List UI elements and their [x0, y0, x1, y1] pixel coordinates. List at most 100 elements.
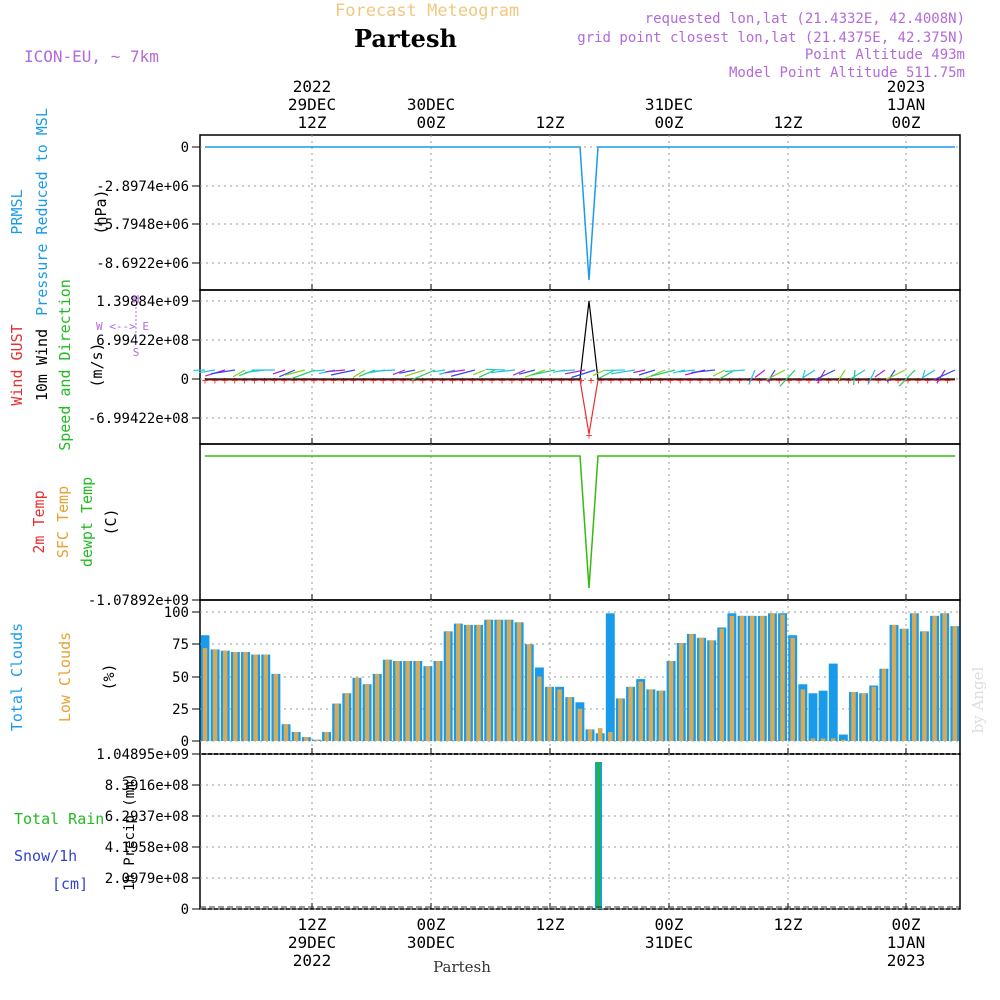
top-time-label: 00Z — [892, 113, 921, 132]
gust-marker: + — [479, 374, 486, 387]
gust-marker: + — [509, 374, 516, 387]
gust-marker: + — [459, 374, 466, 387]
gust-marker: + — [449, 374, 456, 387]
cloud-low-bar — [364, 684, 370, 741]
gust-marker: + — [251, 374, 258, 387]
top-time-label: 12Z — [774, 113, 803, 132]
cloud-low-bar — [405, 661, 410, 741]
wind-arrow — [404, 369, 426, 377]
cloud-low-bar — [293, 731, 299, 741]
y-tick-label-wind: 1.39884e+09 — [96, 294, 189, 310]
gust-marker: + — [320, 374, 327, 387]
footer-location: Partesh — [433, 958, 491, 976]
precip-axis-label: 1h Precip (mm) — [122, 773, 138, 891]
wind-arrow — [371, 369, 396, 372]
top-time-label: 1JAN — [887, 95, 926, 114]
top-time-label: 00Z — [417, 113, 446, 132]
wind-arrow — [691, 369, 716, 374]
cloud-low-bar — [871, 686, 876, 741]
gust-marker: + — [934, 374, 941, 387]
compass-n: N — [133, 293, 140, 306]
cloud-low-bar — [739, 615, 745, 741]
gust-marker: + — [350, 374, 357, 387]
gust-marker: + — [697, 374, 704, 387]
cloud-total-bar — [808, 693, 818, 741]
panel-side-label: Low Clouds — [56, 632, 74, 722]
wind-arrow — [724, 369, 746, 373]
bottom-time-label: 30DEC — [407, 933, 455, 952]
y-tick-label-precip: 1.04895e+09 — [96, 747, 189, 763]
gust-marker: + — [756, 374, 763, 387]
gust-marker: + — [806, 374, 813, 387]
cloud-low-bar — [527, 644, 532, 741]
gust-marker: + — [766, 374, 773, 387]
cloud-low-bar — [445, 631, 451, 741]
bottom-time-label: 2023 — [887, 951, 926, 970]
gust-marker: + — [410, 374, 417, 387]
gust-marker: + — [687, 374, 694, 387]
wind-arrow — [478, 369, 496, 378]
gust-marker: + — [845, 374, 852, 387]
cloud-low-bar — [344, 693, 350, 741]
grid-coords: grid point closest lon,lat (21.4375E, 42… — [577, 30, 965, 46]
wind-arrow — [921, 369, 936, 379]
wind-arrow — [325, 369, 346, 373]
gust-marker: + — [400, 374, 407, 387]
cloud-low-bar — [942, 613, 947, 741]
cloud-low-bar — [435, 661, 441, 741]
gust-marker: + — [677, 374, 684, 387]
cloud-low-bar — [557, 689, 562, 741]
top-time-label: 12Z — [536, 113, 565, 132]
precip-label-rain: Total Rain — [14, 810, 104, 828]
y-tick-label-clouds: 100 — [164, 605, 189, 621]
wind-arrow — [352, 369, 366, 378]
wind-arrow — [679, 369, 696, 373]
temp-line — [205, 455, 955, 589]
wind-speed-line — [205, 300, 955, 380]
wind-arrow — [712, 369, 726, 377]
wind-arrow — [867, 369, 876, 385]
gust-marker: + — [895, 374, 902, 387]
panel-side-label: 10m Wind — [33, 329, 51, 401]
gust-marker: + — [360, 374, 367, 387]
cloud-low-bar — [334, 703, 339, 741]
cloud-total-bar — [818, 690, 828, 741]
top-time-label: 2022 — [293, 77, 332, 96]
cloud-low-bar — [638, 681, 643, 741]
top-time-label: 29DEC — [288, 95, 336, 114]
cloud-low-bar — [506, 619, 512, 741]
wind-arrow — [898, 369, 916, 387]
panel-side-label: Pressure Reduced to MSL — [33, 108, 51, 316]
location-title: Partesh — [354, 24, 457, 53]
cloud-low-bar — [233, 651, 238, 741]
cloud-low-bar — [800, 689, 806, 741]
gust-marker: + — [796, 374, 803, 387]
wind-arrow — [392, 369, 406, 376]
wind-arrow — [232, 369, 246, 378]
cloud-low-bar — [699, 637, 704, 741]
gust-marker: + — [716, 374, 723, 387]
wind-arrow — [284, 369, 306, 376]
panel-frame-pressure — [199, 134, 961, 291]
bottom-time-label: 29DEC — [288, 933, 336, 952]
gust-marker: + — [914, 374, 921, 387]
wind-arrow — [432, 369, 446, 373]
cloud-low-bar — [628, 686, 633, 741]
bottom-time-label: 00Z — [655, 915, 684, 934]
cloud-low-bar — [861, 693, 866, 741]
panel-side-label: dewpt Temp — [78, 477, 96, 567]
wind-arrow — [885, 369, 906, 380]
wind-arrow — [490, 369, 516, 374]
cloud-low-bar — [689, 633, 694, 741]
y-tick-label-clouds: 25 — [172, 702, 189, 718]
cloud-low-bar — [253, 654, 258, 741]
gust-marker: + — [707, 374, 714, 387]
wind-arrow — [445, 369, 466, 374]
top-time-label: 30DEC — [407, 95, 455, 114]
cloud-low-bar — [496, 619, 502, 741]
y-tick-label-pressure: -2.8974e+06 — [96, 179, 189, 195]
cloud-low-bar — [901, 628, 907, 741]
cloud-low-bar — [729, 615, 735, 741]
wind-arrow — [853, 369, 856, 386]
wind-arrow — [813, 369, 836, 381]
